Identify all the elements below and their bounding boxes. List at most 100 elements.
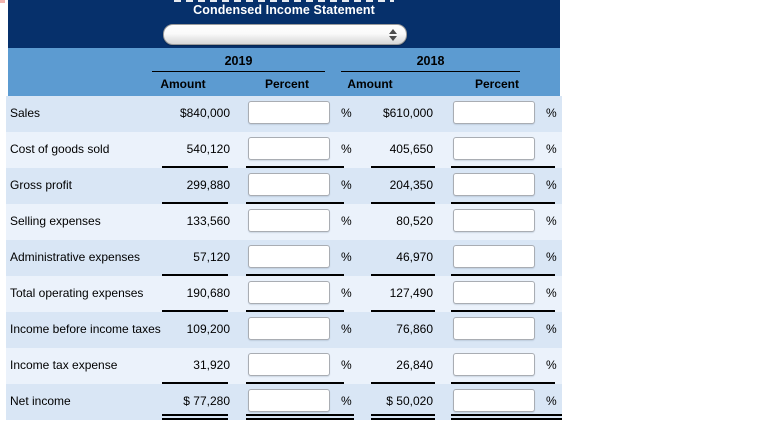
- percent-symbol-2018: %: [546, 214, 557, 228]
- percent-input-2018[interactable]: [453, 245, 535, 268]
- table-row: Net income $ 77,280% $ 50,020%: [6, 384, 562, 420]
- subtotal-rule: [162, 166, 228, 168]
- percent-input-2018[interactable]: [453, 173, 535, 196]
- percent-input-2018[interactable]: [453, 209, 535, 232]
- percent-input-2018[interactable]: [453, 317, 535, 340]
- subtotal-rule: [162, 382, 228, 384]
- subtotal-rule: [246, 382, 344, 384]
- percent-header-2019: Percent: [264, 77, 310, 91]
- subtotal-rule: [162, 274, 228, 276]
- amount-2019: 540,120: [186, 142, 230, 156]
- total-double-rule: [162, 418, 228, 420]
- row-label: Sales: [10, 106, 41, 120]
- percent-symbol-2018: %: [546, 142, 557, 156]
- subtotal-rule: [246, 274, 344, 276]
- amount-2019: 133,560: [186, 214, 230, 228]
- amount-2019: $840,000: [179, 106, 230, 120]
- total-double-rule: [371, 414, 435, 416]
- clipped-text-remnant: [174, 0, 394, 2]
- table-row: Cost of goods sold 540,120% 405,650%: [6, 132, 562, 168]
- percent-input-2018[interactable]: [453, 281, 535, 304]
- subtotal-rule: [451, 382, 555, 384]
- percent-input-2019[interactable]: [248, 281, 330, 304]
- subtotal-rule: [451, 166, 555, 168]
- percent-symbol-2019: %: [341, 358, 352, 372]
- table-row: Total operating expenses 190,680% 127,490%: [6, 276, 562, 312]
- subtotal-rule: [162, 310, 228, 312]
- percent-symbol-2019: %: [341, 214, 352, 228]
- percent-symbol-2019: %: [341, 322, 352, 336]
- percent-input-2018[interactable]: [453, 137, 535, 160]
- statement-dropdown[interactable]: [163, 24, 407, 45]
- amount-2019: 57,120: [193, 250, 230, 264]
- percent-header-2018: Percent: [474, 77, 520, 91]
- amount-2018: $610,000: [382, 106, 433, 120]
- percent-symbol-2018: %: [546, 358, 557, 372]
- year-underline-2018: [341, 71, 520, 72]
- percent-input-2019[interactable]: [248, 173, 330, 196]
- corner-artifact: [0, 0, 5, 3]
- row-label: Income tax expense: [10, 358, 118, 372]
- percent-symbol-2019: %: [341, 250, 352, 264]
- row-label: Total operating expenses: [10, 286, 144, 300]
- dropdown-stepper-icon: [388, 28, 397, 42]
- percent-input-2019[interactable]: [248, 389, 330, 412]
- statement-rows: Sales $840,000% $610,000% Cost of goods sol…: [6, 96, 562, 420]
- table-row: Administrative expenses 57,120% 46,970%: [6, 240, 562, 276]
- percent-symbol-2018: %: [546, 322, 557, 336]
- subtotal-rule: [371, 202, 435, 204]
- amount-2019: 299,880: [186, 178, 230, 192]
- row-label: Gross profit: [10, 178, 73, 192]
- amount-header-2018: Amount: [347, 77, 393, 91]
- amount-2019: 109,200: [186, 322, 230, 336]
- amount-2018: 76,860: [396, 322, 433, 336]
- subtotal-rule: [451, 202, 555, 204]
- percent-input-2019[interactable]: [248, 137, 330, 160]
- percent-symbol-2019: %: [341, 106, 352, 120]
- amount-2018: 127,490: [389, 286, 433, 300]
- total-double-rule: [162, 414, 228, 416]
- subtotal-rule: [371, 310, 435, 312]
- percent-symbol-2019: %: [341, 286, 352, 300]
- total-double-rule: [451, 414, 562, 416]
- percent-symbol-2019: %: [341, 142, 352, 156]
- year-header-2019: 2019: [224, 54, 253, 68]
- percent-input-2019[interactable]: [248, 209, 330, 232]
- table-row: Gross profit 299,880% 204,350%: [6, 168, 562, 204]
- subtotal-rule: [246, 202, 344, 204]
- table-row: Income before income taxes 109,200% 76,860…: [6, 312, 562, 348]
- subtotal-rule: [371, 274, 435, 276]
- percent-symbol-2018: %: [546, 178, 557, 192]
- subtotal-rule: [371, 382, 435, 384]
- row-label: Administrative expenses: [10, 250, 141, 264]
- amount-2018: 405,650: [389, 142, 433, 156]
- percent-input-2019[interactable]: [248, 245, 330, 268]
- percent-input-2018[interactable]: [453, 353, 535, 376]
- total-double-rule: [246, 418, 354, 420]
- percent-input-2018[interactable]: [453, 101, 535, 124]
- subtotal-rule: [246, 310, 344, 312]
- percent-input-2019[interactable]: [248, 353, 330, 376]
- amount-2018: 80,520: [396, 214, 433, 228]
- year-header-2018: 2018: [416, 54, 445, 68]
- percent-symbol-2018: %: [546, 394, 557, 408]
- total-double-rule: [246, 414, 354, 416]
- table-row: Income tax expense 31,920% 26,840%: [6, 348, 562, 384]
- amount-2019: 31,920: [193, 358, 230, 372]
- row-label: Cost of goods sold: [10, 142, 110, 156]
- percent-input-2019[interactable]: [248, 101, 330, 124]
- row-label: Net income: [10, 394, 71, 408]
- row-label: Income before income taxes: [10, 322, 161, 336]
- total-double-rule: [451, 418, 562, 420]
- percent-input-2018[interactable]: [453, 389, 535, 412]
- amount-header-2019: Amount: [160, 77, 206, 91]
- subtotal-rule: [162, 202, 228, 204]
- percent-input-2019[interactable]: [248, 317, 330, 340]
- amount-2019: 190,680: [186, 286, 230, 300]
- percent-symbol-2019: %: [341, 178, 352, 192]
- amount-2018: 26,840: [396, 358, 433, 372]
- total-double-rule: [371, 418, 435, 420]
- percent-symbol-2018: %: [546, 250, 557, 264]
- percent-symbol-2018: %: [546, 286, 557, 300]
